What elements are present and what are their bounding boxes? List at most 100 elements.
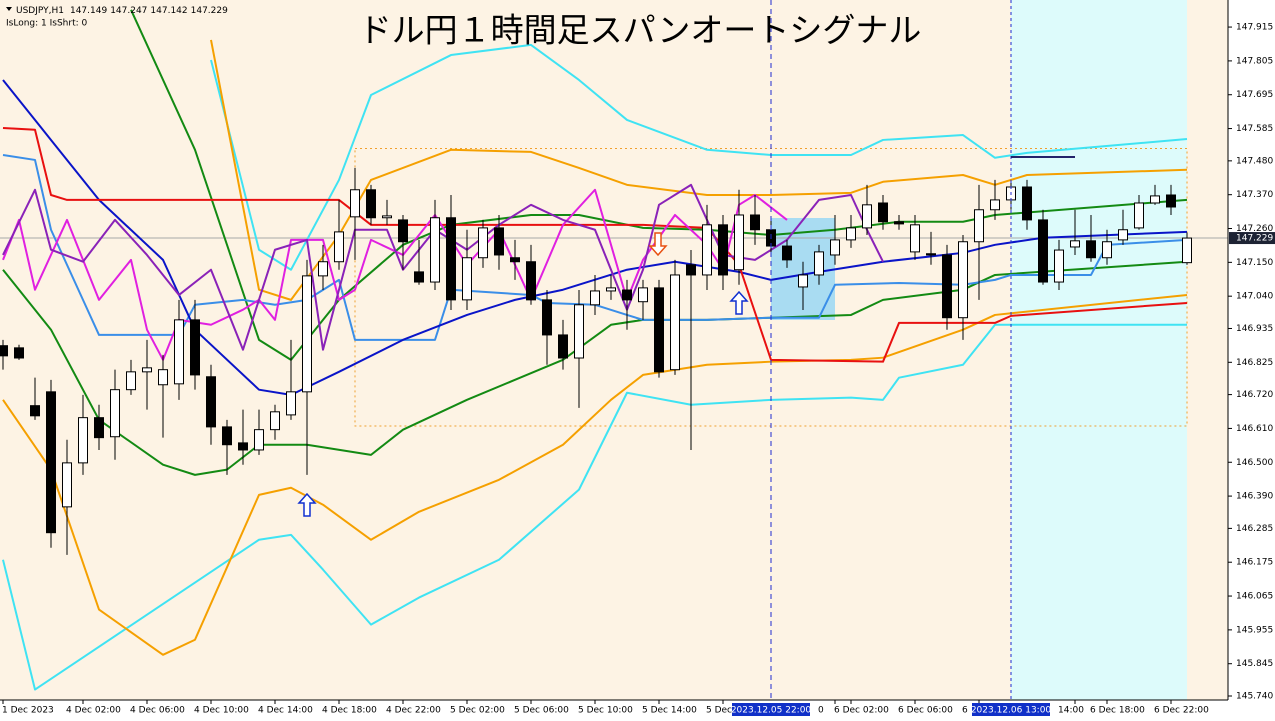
- candle-body: [110, 389, 120, 438]
- x-tick-label: 6 Dec 06:00: [898, 706, 953, 716]
- candle-body: [526, 261, 536, 301]
- cursor-label: 2023.12.05 22:00: [731, 706, 812, 716]
- x-tick-label: 4 Dec 14:00: [258, 706, 313, 716]
- y-tick-label: 147.150: [1236, 258, 1273, 268]
- candle-body: [830, 239, 840, 256]
- candle-body: [686, 264, 696, 276]
- current-price-label: 147.229: [1236, 234, 1273, 244]
- candle-body: [942, 254, 952, 319]
- candle-body: [606, 287, 616, 292]
- y-tick-label: 145.740: [1236, 692, 1273, 702]
- candle-body: [718, 224, 728, 276]
- time-axis-bg: [0, 700, 1275, 721]
- candle-body: [670, 274, 680, 371]
- candle-body: [974, 209, 984, 243]
- y-tick-label: 146.720: [1236, 390, 1273, 400]
- candle-body: [574, 304, 584, 359]
- candle-body: [94, 417, 104, 439]
- x-tick-label: 4 Dec 06:00: [130, 706, 185, 716]
- indicator-line: [2, 188, 788, 361]
- candle-body: [78, 417, 88, 464]
- indicator-line: [2, 293, 1188, 656]
- y-tick-label: 147.915: [1236, 23, 1273, 33]
- y-tick-label: 147.695: [1236, 90, 1273, 100]
- symbol: USDJPY,H1: [16, 6, 64, 16]
- sell-arrow: [648, 232, 668, 257]
- candle-body: [750, 214, 760, 231]
- x-tick-label: 14:00: [1058, 706, 1084, 716]
- close: 147.229: [191, 6, 228, 16]
- session-highlight: [1011, 0, 1187, 700]
- candle-body: [302, 275, 312, 393]
- candle-body: [1102, 241, 1112, 259]
- x-tick-label: 4 Dec 22:00: [386, 706, 441, 716]
- indicator-line: [130, 9, 1188, 361]
- candle-body: [254, 429, 264, 451]
- candle-body: [558, 334, 568, 359]
- candle-body: [366, 189, 376, 219]
- candle-body: [158, 369, 168, 386]
- x-tick-label: 5 Dec 14:00: [642, 706, 697, 716]
- price-axis-bg: [1228, 0, 1275, 721]
- y-tick-label: 147.585: [1236, 124, 1273, 134]
- y-tick-label: 146.285: [1236, 524, 1273, 534]
- candle-body: [126, 371, 136, 391]
- candle-body: [414, 271, 424, 283]
- candle-body: [702, 224, 712, 276]
- high: 147.247: [110, 6, 147, 16]
- candle-body: [462, 257, 472, 301]
- candle-body: [542, 299, 552, 336]
- candle-body: [190, 319, 200, 376]
- candle-body: [926, 253, 936, 256]
- y-tick-label: 146.390: [1236, 492, 1273, 502]
- candle-body: [238, 442, 248, 451]
- buy-arrow: [729, 290, 749, 315]
- candle-body: [318, 261, 328, 277]
- y-tick-label: 145.845: [1236, 659, 1273, 669]
- candle-body: [734, 214, 744, 271]
- candle-body: [270, 411, 280, 431]
- candle-body: [334, 231, 344, 263]
- menu-icon: [6, 7, 12, 11]
- indicator-line: [2, 323, 1187, 691]
- candle-body: [1150, 195, 1160, 204]
- y-tick-label: 146.065: [1236, 592, 1273, 602]
- x-tick-label: 5 Dec 06:00: [514, 706, 569, 716]
- candle-body: [0, 345, 8, 357]
- indicator-line: [2, 260, 1188, 476]
- y-tick-label: 147.040: [1236, 292, 1273, 302]
- candle-body: [1166, 194, 1176, 208]
- x-tick-label: 0: [818, 706, 824, 716]
- y-tick-label: 146.610: [1236, 424, 1273, 434]
- candle-body: [990, 199, 1000, 211]
- cursor-label: 2023.12.06 13:00: [971, 706, 1052, 716]
- y-tick-label: 147.260: [1236, 224, 1273, 234]
- y-tick-label: 146.500: [1236, 458, 1273, 468]
- x-tick-label: 4 Dec 10:00: [194, 706, 249, 716]
- x-tick-label: 4 Dec 02:00: [66, 706, 121, 716]
- candle-body: [510, 257, 520, 263]
- low: 147.142: [150, 6, 187, 16]
- candle-body: [382, 215, 392, 219]
- candle-body: [1070, 240, 1080, 248]
- x-tick-label: 6 Dec 02:00: [834, 706, 889, 716]
- candle-body: [1022, 186, 1032, 221]
- y-tick-label: 146.935: [1236, 324, 1273, 334]
- candle-body: [638, 287, 648, 303]
- candle-body: [30, 405, 40, 417]
- status-text: IsLong: 1 IsShrt: 0: [6, 19, 87, 29]
- y-tick-label: 147.805: [1236, 56, 1273, 66]
- x-tick-label: 6: [962, 706, 968, 716]
- candle-body: [910, 224, 920, 253]
- candle-body: [142, 367, 152, 373]
- x-tick-label: 1 Dec 2023: [2, 706, 54, 716]
- y-tick-label: 147.480: [1236, 156, 1273, 166]
- candle-body: [814, 251, 824, 276]
- candle-body: [878, 202, 888, 223]
- cursor-label-box: [732, 703, 810, 716]
- candle-body: [894, 221, 904, 225]
- open: 147.149: [70, 6, 107, 16]
- candle-body: [398, 219, 408, 243]
